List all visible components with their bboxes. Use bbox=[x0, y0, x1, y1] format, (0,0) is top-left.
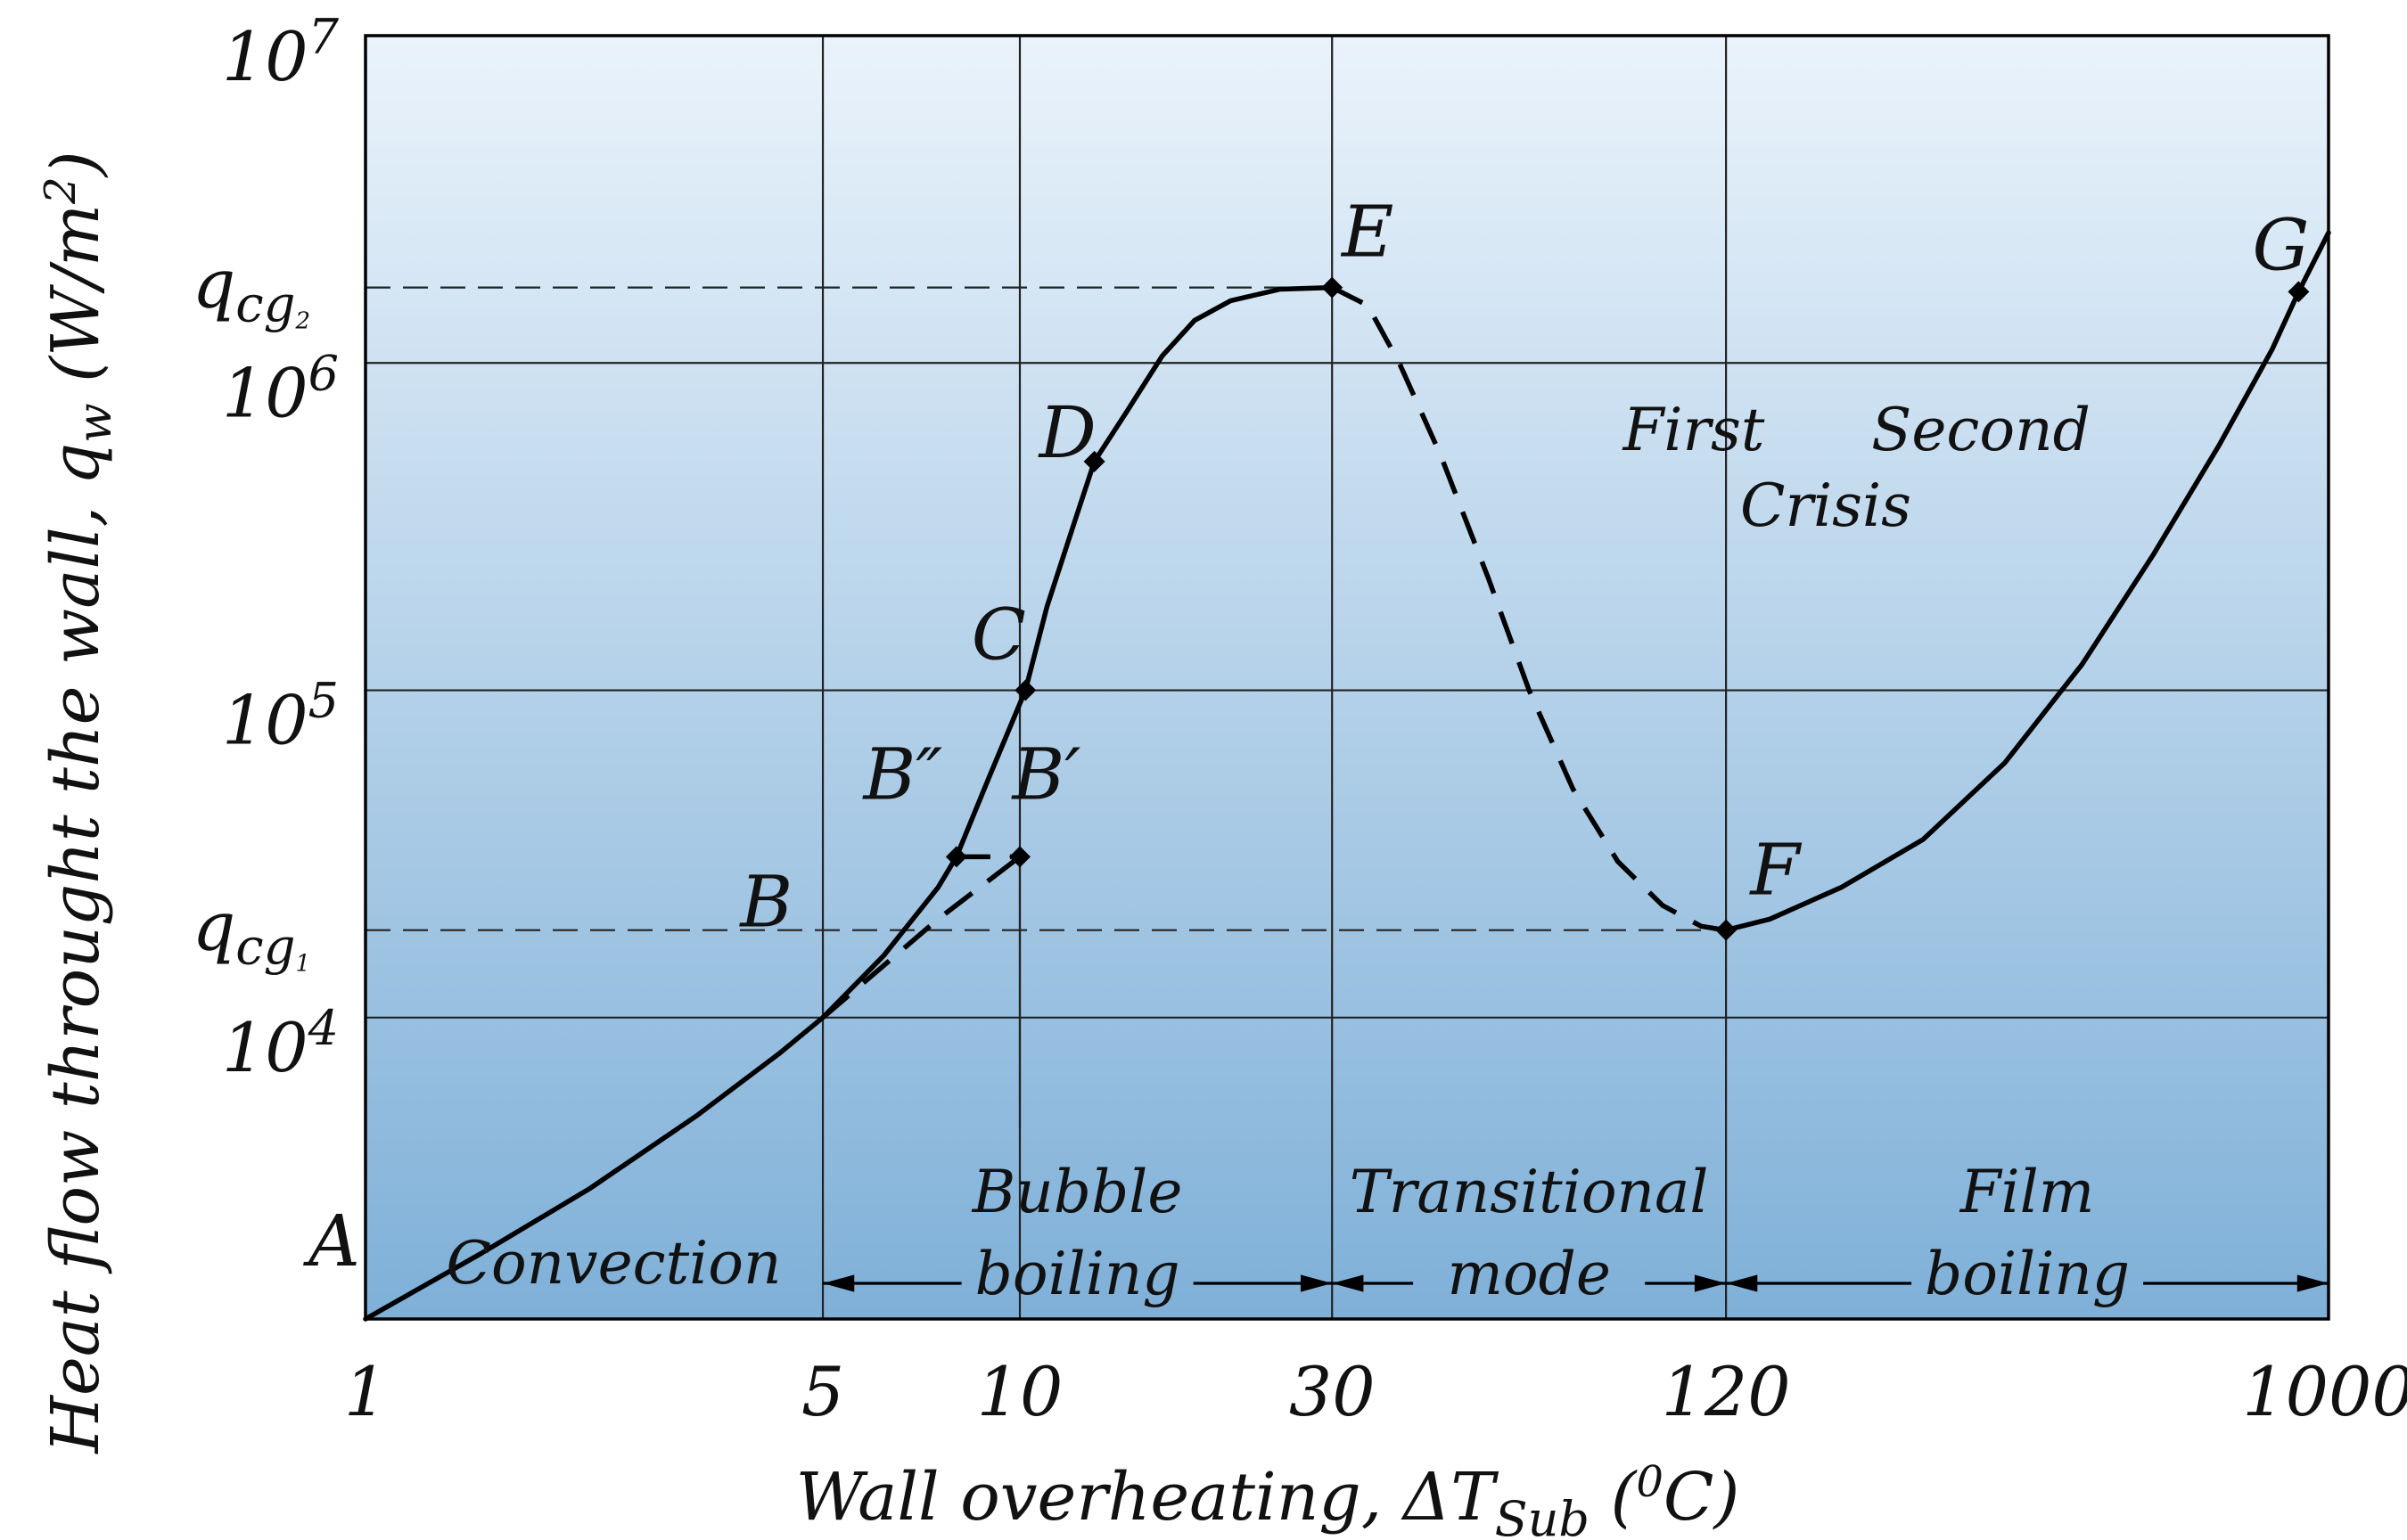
x-tick-120: 120 bbox=[1662, 1352, 1791, 1431]
marker-b-prime bbox=[1009, 846, 1031, 868]
y-tick-10e7: 107 bbox=[222, 9, 340, 96]
region-label-bubble-boiling-2: boiling bbox=[975, 1240, 1180, 1308]
plot-background bbox=[366, 36, 2329, 1319]
region-label-transitional-mode-1: Transitional bbox=[1350, 1158, 1709, 1226]
marker-f bbox=[1715, 919, 1737, 941]
marker-g bbox=[2288, 281, 2310, 303]
point-label-d: D bbox=[1038, 391, 1097, 474]
arrowhead-start-transitional-mode bbox=[1332, 1274, 1364, 1292]
x-tick-30: 30 bbox=[1289, 1352, 1376, 1431]
region-label-film-boiling-1: Film bbox=[1959, 1158, 2095, 1226]
marker-b-double-prime bbox=[945, 846, 967, 868]
x-tick-5: 5 bbox=[801, 1352, 844, 1431]
series-transition-boiling bbox=[1330, 285, 1727, 933]
arrowhead-end-transitional-mode bbox=[1694, 1274, 1727, 1292]
point-labels: A B B″ B′ C D E F G bbox=[302, 191, 2309, 1282]
y-tick-10e4: 104 bbox=[222, 1000, 339, 1087]
point-label-f: F bbox=[1748, 829, 1802, 912]
axis-ticks: 1 5 10 30 120 1000 104 105 106 107 qcg2 qcg1 bbox=[193, 9, 2407, 1431]
point-label-c: C bbox=[972, 594, 1026, 676]
series-convection-extrapolation bbox=[821, 855, 1022, 1020]
annotation-first: First bbox=[1622, 396, 1765, 464]
point-label-a: A bbox=[302, 1200, 360, 1282]
arrowhead-start-bubble-boiling bbox=[823, 1274, 855, 1292]
annotation-second: Second bbox=[1871, 396, 2091, 464]
curves bbox=[363, 230, 2331, 1322]
marker-c bbox=[1015, 679, 1037, 701]
y-ref-label-qcg1: qcg1 bbox=[193, 887, 310, 978]
marker-d bbox=[1083, 450, 1105, 472]
annotation-crisis: Crisis bbox=[1740, 471, 1911, 540]
region-label-bubble-boiling-1: Bubble bbox=[972, 1158, 1183, 1226]
region-label-transitional-mode-2: mode bbox=[1447, 1240, 1611, 1308]
series-film-boiling bbox=[1723, 230, 2331, 933]
region-label-convection: Convection bbox=[447, 1229, 782, 1298]
series-nucleate-boiling bbox=[363, 284, 1335, 1322]
marker-e bbox=[1321, 276, 1343, 299]
x-tick-1000: 1000 bbox=[2242, 1352, 2407, 1431]
y-tick-10e5: 105 bbox=[222, 673, 339, 760]
region-label-film-boiling-2: boiling bbox=[1925, 1240, 2130, 1308]
arrowhead-end-bubble-boiling bbox=[1301, 1274, 1333, 1292]
x-axis-title: Wall overheating, ΔTSub (0C) bbox=[796, 1457, 1740, 1540]
x-tick-10: 10 bbox=[977, 1352, 1064, 1431]
point-label-b-prime: B′ bbox=[1011, 733, 1081, 815]
point-label-b: B bbox=[738, 860, 793, 943]
y-tick-10e6: 106 bbox=[222, 345, 339, 432]
arrowhead-end-film-boiling bbox=[2296, 1274, 2329, 1292]
point-label-g: G bbox=[2252, 203, 2309, 286]
point-markers bbox=[945, 276, 2310, 941]
regions: Convection Bubble boiling Transitional mode F… bbox=[447, 1158, 2329, 1308]
x-tick-1: 1 bbox=[344, 1352, 387, 1431]
y-ref-label-qcg2: qcg2 bbox=[193, 244, 310, 335]
reference-lines bbox=[366, 286, 1727, 931]
annotations: First Second Crisis bbox=[1622, 396, 2091, 540]
point-label-b-double-prime: B″ bbox=[862, 733, 943, 815]
y-axis-title: Heat flow throught the wall, qw (W/m2) bbox=[36, 151, 122, 1454]
grid bbox=[366, 36, 2329, 1319]
arrowhead-start-film-boiling bbox=[1726, 1274, 1758, 1292]
point-label-e: E bbox=[1340, 191, 1393, 274]
plot-frame bbox=[364, 34, 2330, 1321]
